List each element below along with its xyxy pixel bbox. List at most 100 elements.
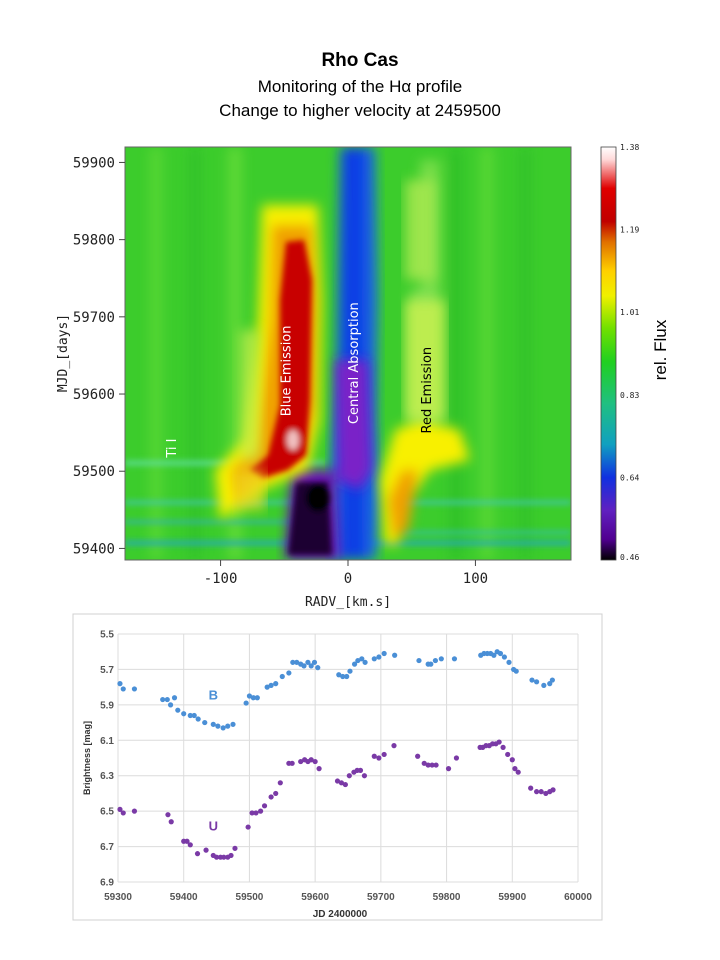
series-u-point [194, 851, 201, 857]
series-u-point [534, 789, 540, 795]
series-b-point [392, 652, 398, 658]
light-curve-x-tick-label: 59800 [433, 892, 461, 903]
heatmap-annotation: Blue Emission [280, 325, 295, 416]
light-curve-x-tick-label: 59600 [301, 892, 329, 903]
series-b-point [243, 700, 249, 706]
heatmap-x-tick-label: 100 [463, 571, 488, 587]
series-u-point [268, 794, 274, 800]
light-curve-y-axis: 5.5 5.7 5.9 6.1 6.3 6.5 6.7 6.9 [100, 630, 114, 889]
heatmap-annotation: Red Emission [420, 347, 435, 434]
series-b-point [501, 654, 507, 660]
colorbar-tick-label: 1.19 [620, 226, 639, 235]
series-u-point [381, 751, 387, 758]
series-u-point [228, 852, 234, 859]
series-u-point [184, 838, 190, 844]
series-u-point [505, 751, 511, 758]
series-u-point [415, 753, 421, 759]
heatmap-y-label: MJD_[days] [56, 314, 71, 392]
series-u-point [213, 854, 220, 860]
series-b-point [344, 673, 350, 680]
series-u-point [376, 755, 382, 761]
series-u-point [496, 739, 502, 745]
series-u-point [538, 789, 544, 795]
series-u-point [500, 744, 506, 750]
series-u-point [391, 743, 397, 749]
series-u-point [550, 787, 556, 793]
heatmap-y-tick-label: 59900 [73, 155, 115, 171]
series-b-point [347, 668, 353, 674]
series-u-point [312, 758, 318, 765]
series-b-point [164, 696, 170, 703]
light-curve-y-tick-label: 6.7 [100, 842, 114, 853]
series-u-point [289, 760, 295, 766]
series-u-point [429, 762, 435, 768]
series-u-point [316, 766, 322, 772]
series-b-point [451, 656, 458, 662]
series-b-point [438, 656, 444, 662]
chart-subtitle: Monitoring of the Hα profile [257, 77, 463, 96]
series-b-point [362, 659, 368, 665]
light-curve-y-tick-label: 6.1 [100, 736, 114, 747]
series-b-point [497, 650, 504, 657]
series-b-point [311, 659, 318, 665]
chart-title: Rho Cas [321, 50, 399, 71]
series-b-point [191, 712, 197, 719]
light-curve-y-tick-label: 5.5 [100, 630, 114, 641]
series-u-point [425, 762, 431, 768]
series-b-point [117, 681, 123, 687]
light-curve-x-tick-label: 59300 [104, 892, 132, 903]
series-u-point [165, 812, 171, 818]
light-curve-grid [117, 633, 579, 883]
series-u-point [357, 767, 364, 774]
series-u-point [187, 842, 193, 848]
series-u-point [361, 773, 368, 779]
series-u-point [273, 790, 279, 797]
light-curve-x-tick-label: 59700 [367, 892, 395, 903]
heatmap-y-axis: 59400 59500 59600 59700 59800 59900 [73, 155, 125, 557]
series-b-point [120, 686, 126, 692]
series-u-point [253, 810, 259, 816]
light-curve-x-tick-label: 59900 [498, 892, 526, 903]
series-b-point [230, 721, 236, 727]
colorbar-tick-label: 1.01 [620, 308, 639, 317]
colorbar-label: rel. Flux [651, 319, 670, 380]
series-u-point [308, 757, 314, 763]
series-b-point [290, 659, 296, 665]
series-b-point [279, 673, 285, 680]
series-b-point [315, 665, 321, 671]
light-curve-y-tick-label: 5.7 [100, 665, 114, 676]
series-b-point [202, 719, 208, 726]
series-b-point [506, 659, 512, 665]
heatmap-y-tick-label: 59800 [73, 233, 115, 249]
series-u-point [221, 854, 227, 860]
light-curve-x-axis: 59300 59400 59500 59600 59700 59800 59900 60000 [104, 892, 592, 903]
colorbar-tick-label: 0.83 [620, 391, 639, 400]
heatmap-x-tick-label: -100 [204, 571, 238, 587]
series-b-point [171, 695, 178, 701]
series-b-point [220, 725, 226, 731]
series-b-point [273, 681, 279, 687]
series-b-point [534, 679, 540, 685]
series-u-point [453, 755, 460, 761]
series-u-point [203, 847, 209, 853]
series-u-point [258, 808, 264, 814]
light-curve-y-tick-label: 5.9 [100, 700, 114, 711]
light-curve-y-label: Brightness [mag] [82, 721, 92, 795]
series-b-point [225, 723, 231, 729]
series-u-point [338, 780, 345, 786]
heatmap-y-tick-label: 59700 [73, 310, 115, 326]
series-b-point [286, 670, 292, 676]
series-b-point [160, 696, 166, 703]
series-u-point [277, 780, 283, 786]
series-u-point [342, 781, 348, 788]
series-b-point [250, 695, 256, 701]
series-b-point [381, 650, 387, 657]
series-b-point [351, 661, 358, 667]
chart-subtitle-change: Change to higher velocity at 2459500 [219, 101, 501, 120]
heatmap-x-axis: -100 0 100 [204, 560, 488, 587]
series-b-point [131, 686, 138, 692]
series-b-point [294, 659, 300, 665]
light-curve-points [117, 649, 556, 860]
